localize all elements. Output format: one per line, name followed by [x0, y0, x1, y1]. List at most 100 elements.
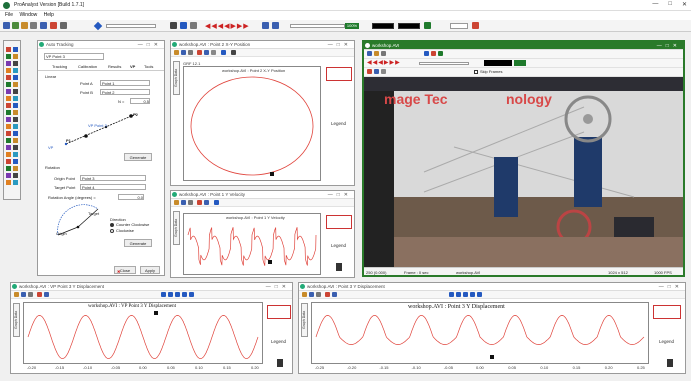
loop-icon[interactable] [262, 22, 269, 29]
zoom-out-icon[interactable] [204, 200, 209, 205]
feature-select[interactable]: VP Point 3 [44, 53, 104, 60]
print-icon[interactable] [30, 22, 37, 29]
graph-data-tab[interactable]: Graph Data [173, 61, 180, 95]
graph-data-tab[interactable]: Graph Data [301, 303, 308, 337]
video-go-icon[interactable] [514, 60, 526, 66]
point-a-select[interactable]: Point 1 [100, 80, 150, 86]
copy-icon[interactable] [40, 22, 47, 29]
tab-calibration[interactable]: Calibration [78, 64, 98, 69]
tab-tools[interactable]: Tools [144, 64, 154, 69]
trash-icon[interactable] [336, 263, 342, 271]
zoom-in-icon[interactable] [37, 292, 42, 297]
stop-icon[interactable] [472, 22, 479, 29]
camera-icon[interactable] [170, 22, 177, 29]
velocity-legend[interactable]: Legend [331, 243, 347, 248]
channel-3-icon[interactable] [463, 292, 468, 297]
record-icon[interactable] [50, 22, 57, 29]
export-icon[interactable] [231, 50, 236, 55]
save-video-icon[interactable] [381, 51, 386, 56]
grid-icon[interactable] [180, 22, 187, 29]
save-icon[interactable] [12, 22, 19, 29]
graph-data-tab[interactable]: Graph Data [173, 211, 180, 245]
video-playback-icon[interactable]: ◀◀◀▶▶▶ [367, 60, 401, 66]
print-graph-icon[interactable] [188, 50, 193, 55]
print-graph-icon[interactable] [316, 292, 321, 297]
open-video-icon[interactable] [374, 51, 379, 56]
new-icon[interactable] [3, 22, 10, 29]
apply-button[interactable]: Apply [140, 266, 160, 274]
generate-rotation-button[interactable]: Generate [124, 239, 152, 247]
generate-linear-button[interactable]: Generate [124, 153, 152, 161]
settings-icon[interactable] [60, 22, 67, 29]
mark-icon[interactable] [431, 51, 436, 56]
zoom-readout[interactable]: 100% [345, 23, 359, 29]
tab-tracking[interactable]: Tracking [52, 64, 68, 69]
trash-icon[interactable] [277, 359, 283, 367]
open-graph-icon[interactable] [302, 292, 307, 297]
channel-2-icon[interactable] [456, 292, 461, 297]
frame-slider[interactable] [290, 24, 345, 28]
track-icon[interactable] [424, 51, 429, 56]
save-graph-icon[interactable] [181, 200, 186, 205]
zoom-in-icon[interactable] [325, 292, 330, 297]
zoom-video-icon[interactable] [367, 69, 372, 74]
origin-point-select[interactable]: Point 3 [80, 175, 146, 181]
target-point-select[interactable]: Point 4 [80, 184, 146, 190]
channel-4-icon[interactable] [470, 292, 475, 297]
maximize-icon[interactable]: □ [668, 1, 672, 7]
cursor-icon[interactable] [214, 200, 219, 205]
step-icon[interactable] [272, 22, 279, 29]
close-icon[interactable]: ✕ [681, 2, 687, 8]
video-frame-slider[interactable] [419, 62, 469, 65]
layout-icon[interactable] [367, 51, 372, 56]
tab-vp[interactable]: VP [130, 64, 136, 69]
zoom-out-icon[interactable] [44, 292, 49, 297]
counter-clockwise-radio[interactable] [110, 223, 114, 227]
slider-track[interactable] [106, 24, 156, 28]
zoom-out-icon[interactable] [204, 50, 209, 55]
graph-data-tab[interactable]: Graph Data [13, 303, 20, 337]
diamond-icon[interactable] [93, 21, 103, 31]
open-icon[interactable] [21, 22, 28, 29]
save-graph-icon[interactable] [309, 292, 314, 297]
zoom-in-icon[interactable] [197, 200, 202, 205]
channel-4-icon[interactable] [182, 292, 187, 297]
channel-1-icon[interactable] [161, 292, 166, 297]
go-icon[interactable] [424, 22, 431, 29]
xy-legend[interactable]: Legend [331, 121, 347, 126]
skip-frames-checkbox[interactable] [474, 70, 478, 74]
point-b-select[interactable]: Point 2 [100, 89, 150, 95]
playback-controls-icon[interactable]: ◀◀◀◀▶▶▶ [205, 23, 250, 30]
channel-3-icon[interactable] [175, 292, 180, 297]
cursor-icon[interactable] [221, 50, 226, 55]
film-icon[interactable] [190, 22, 197, 29]
point3-legend[interactable]: Legend [659, 339, 675, 344]
n-field[interactable]: 0.5 [130, 98, 150, 104]
rotation-angle-field[interactable]: 0.0 [118, 194, 144, 200]
filter-icon[interactable] [438, 51, 443, 56]
channel-5-icon[interactable] [189, 292, 194, 297]
tab-results[interactable]: Results [108, 64, 122, 69]
zoom-in-icon[interactable] [197, 50, 202, 55]
open-graph-icon[interactable] [174, 50, 179, 55]
open-graph-icon[interactable] [14, 292, 19, 297]
clockwise-radio[interactable] [110, 229, 114, 233]
channel-2-icon[interactable] [168, 292, 173, 297]
print-graph-icon[interactable] [188, 200, 193, 205]
menu-help[interactable]: Help [43, 12, 54, 18]
vp-legend[interactable]: Legend [271, 339, 287, 344]
channel-5-icon[interactable] [477, 292, 482, 297]
channel-1-icon[interactable] [449, 292, 454, 297]
print-graph-icon[interactable] [28, 292, 33, 297]
trash-icon[interactable] [667, 359, 673, 367]
menu-window[interactable]: Window [19, 12, 38, 18]
zoom-out-icon[interactable] [332, 292, 337, 297]
open-graph-icon[interactable] [174, 200, 179, 205]
save-graph-icon[interactable] [181, 50, 186, 55]
pan-icon[interactable] [211, 50, 216, 55]
save-graph-icon[interactable] [21, 292, 26, 297]
rotate-icon[interactable] [374, 69, 379, 74]
speed-field[interactable] [450, 23, 468, 29]
crop-icon[interactable] [381, 69, 386, 74]
menu-file[interactable]: File [5, 12, 14, 18]
